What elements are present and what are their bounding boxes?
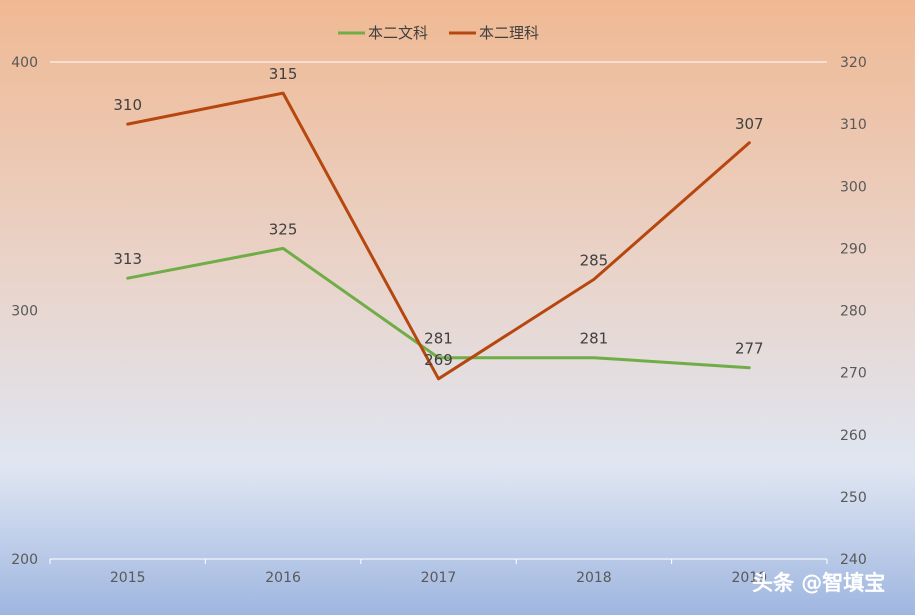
legend-label-series-2: 本二理科 <box>479 24 539 42</box>
x-axis-tick-labels: 2015 2016 2017 2018 2019 <box>110 570 767 586</box>
right-axis-tick-label: 280 <box>840 304 867 320</box>
legend-label-series-1: 本二文科 <box>368 24 428 42</box>
watermark: 头条 @智填宝 <box>752 571 885 595</box>
x-axis-ticks <box>49 559 828 564</box>
left-axis-tick-label: 200 <box>11 552 38 568</box>
left-axis-tick-labels: 200 300 400 <box>11 55 38 568</box>
data-label-series-2: 307 <box>735 115 764 133</box>
series-line-1 <box>126 246 751 370</box>
right-axis-tick-label: 290 <box>840 241 867 257</box>
data-label-series-2: 269 <box>424 351 453 369</box>
right-axis-tick-labels: 240 250 260 270 280 290 300 310 320 <box>840 55 867 568</box>
x-tick-label: 2019 <box>731 570 767 586</box>
data-label-series-1: 325 <box>269 220 298 238</box>
right-axis-tick-label: 320 <box>840 55 867 71</box>
x-tick-label: 2017 <box>421 570 457 586</box>
right-axis-tick-label: 270 <box>840 366 867 382</box>
data-label-series-1: 277 <box>735 340 764 358</box>
data-label-series-2: 315 <box>269 65 298 83</box>
right-axis-tick-label: 240 <box>840 552 867 568</box>
data-labels: 313 325 281 281 277 310 315 269 285 307 <box>113 65 763 369</box>
left-axis-tick-label: 300 <box>11 304 38 320</box>
right-axis-tick-label: 250 <box>840 490 867 506</box>
x-tick-label: 2016 <box>265 570 301 586</box>
legend: 本二文科 本二理科 <box>338 24 539 42</box>
data-label-series-1: 281 <box>580 330 609 348</box>
data-label-series-1: 313 <box>113 250 142 268</box>
data-label-series-1: 281 <box>424 330 453 348</box>
right-axis-tick-label: 300 <box>840 179 867 195</box>
series-line-2 <box>126 91 751 381</box>
x-tick-label: 2018 <box>576 570 612 586</box>
right-axis-tick-label: 310 <box>840 117 867 133</box>
data-label-series-2: 285 <box>580 251 609 269</box>
series-lines <box>126 91 751 381</box>
x-tick-label: 2015 <box>110 570 146 586</box>
left-axis-tick-label: 400 <box>11 55 38 71</box>
right-axis-tick-label: 260 <box>840 428 867 444</box>
data-label-series-2: 310 <box>113 96 142 114</box>
